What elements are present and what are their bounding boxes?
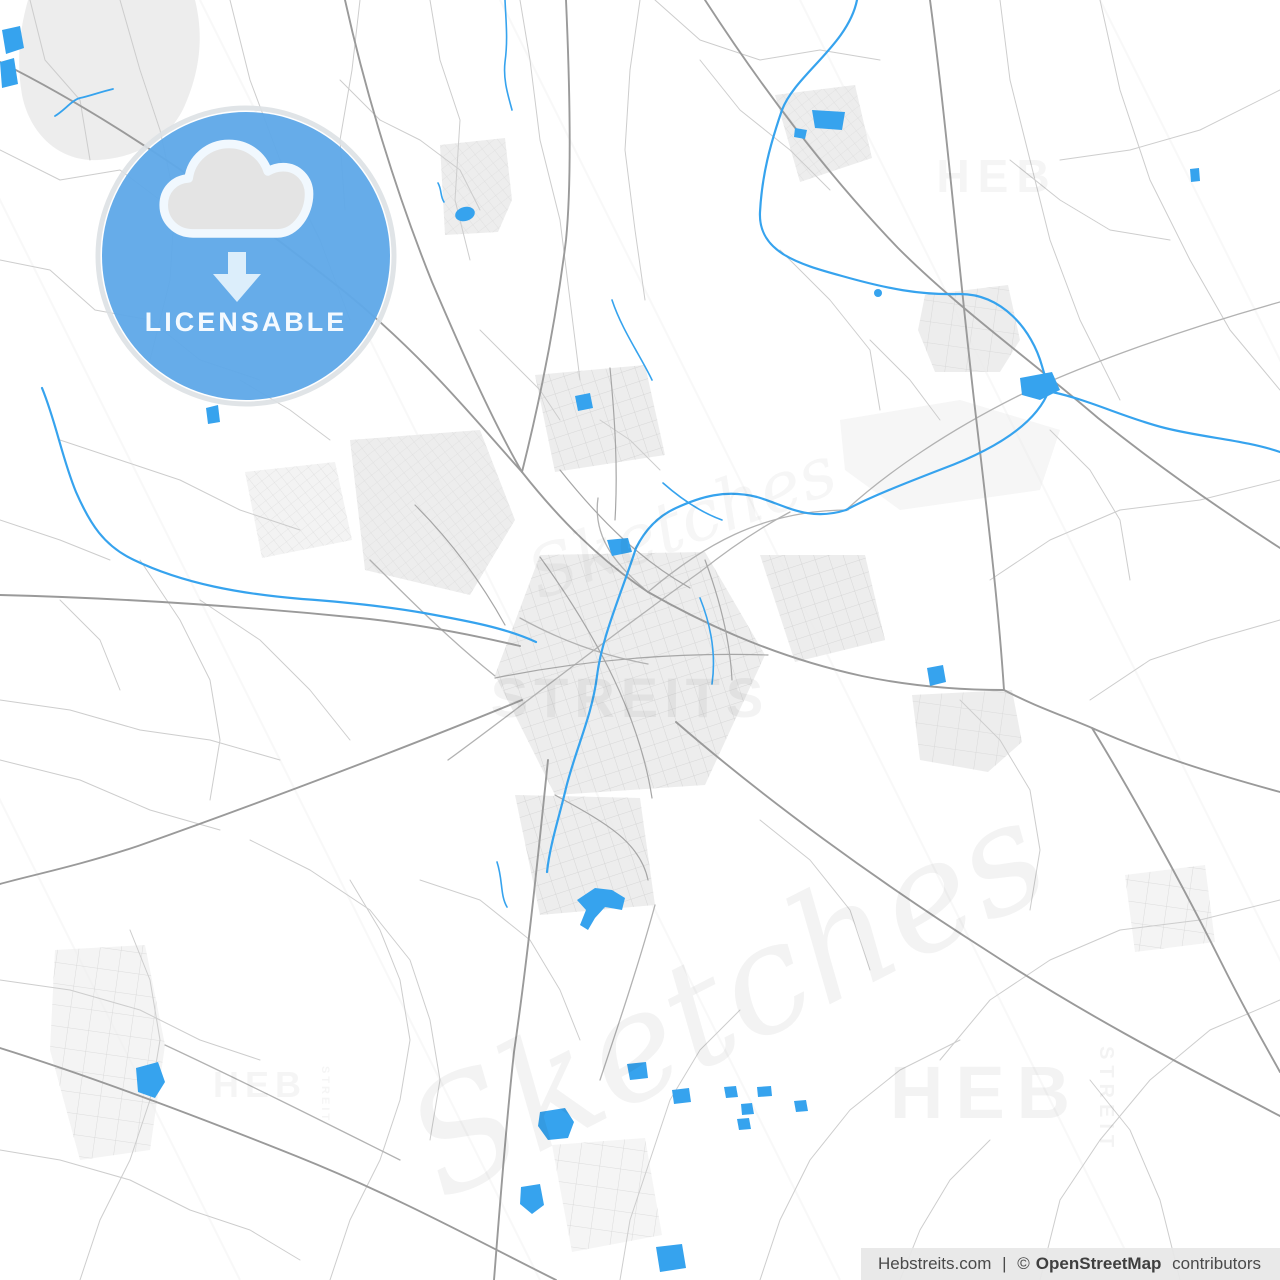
rivers: [40, 0, 1280, 908]
attribution-site: Hebstreits.com: [878, 1254, 992, 1273]
city-streets: [414, 367, 769, 881]
attribution-copyright: ©: [1017, 1254, 1030, 1273]
cloud-shape: [159, 139, 314, 238]
lakes: [0, 26, 1200, 1272]
attribution-pipe: |: [1002, 1254, 1007, 1273]
licensable-badge: LICENSABLE: [95, 105, 397, 407]
attribution-bar: Hebstreits.com | © OpenStreetMap contribu…: [861, 1248, 1280, 1280]
attribution-osm: OpenStreetMap: [1035, 1254, 1162, 1273]
watermark-heb-top-right: HEB: [936, 150, 1057, 202]
watermark-streit-vertical-bottom-left: STREIT: [319, 1066, 331, 1123]
attribution-contributors: contributors: [1172, 1254, 1261, 1273]
medium-roads: [164, 301, 1280, 1161]
watermark-streits-center: STREITS: [491, 666, 769, 729]
watermark-streit-vertical-bottom-right: STREIT: [1095, 1046, 1117, 1153]
cloud-download-icon: [159, 139, 314, 302]
badge-outer-ring: [95, 105, 397, 407]
download-arrow-icon: [213, 252, 261, 302]
badge-label: LICENSABLE: [145, 307, 348, 337]
watermark-heb-bottom-right: HEB: [890, 1051, 1082, 1134]
watermark-heb-bottom-left: HEB: [213, 1064, 307, 1105]
watermark-script-lower: Sketches: [380, 766, 1073, 1234]
